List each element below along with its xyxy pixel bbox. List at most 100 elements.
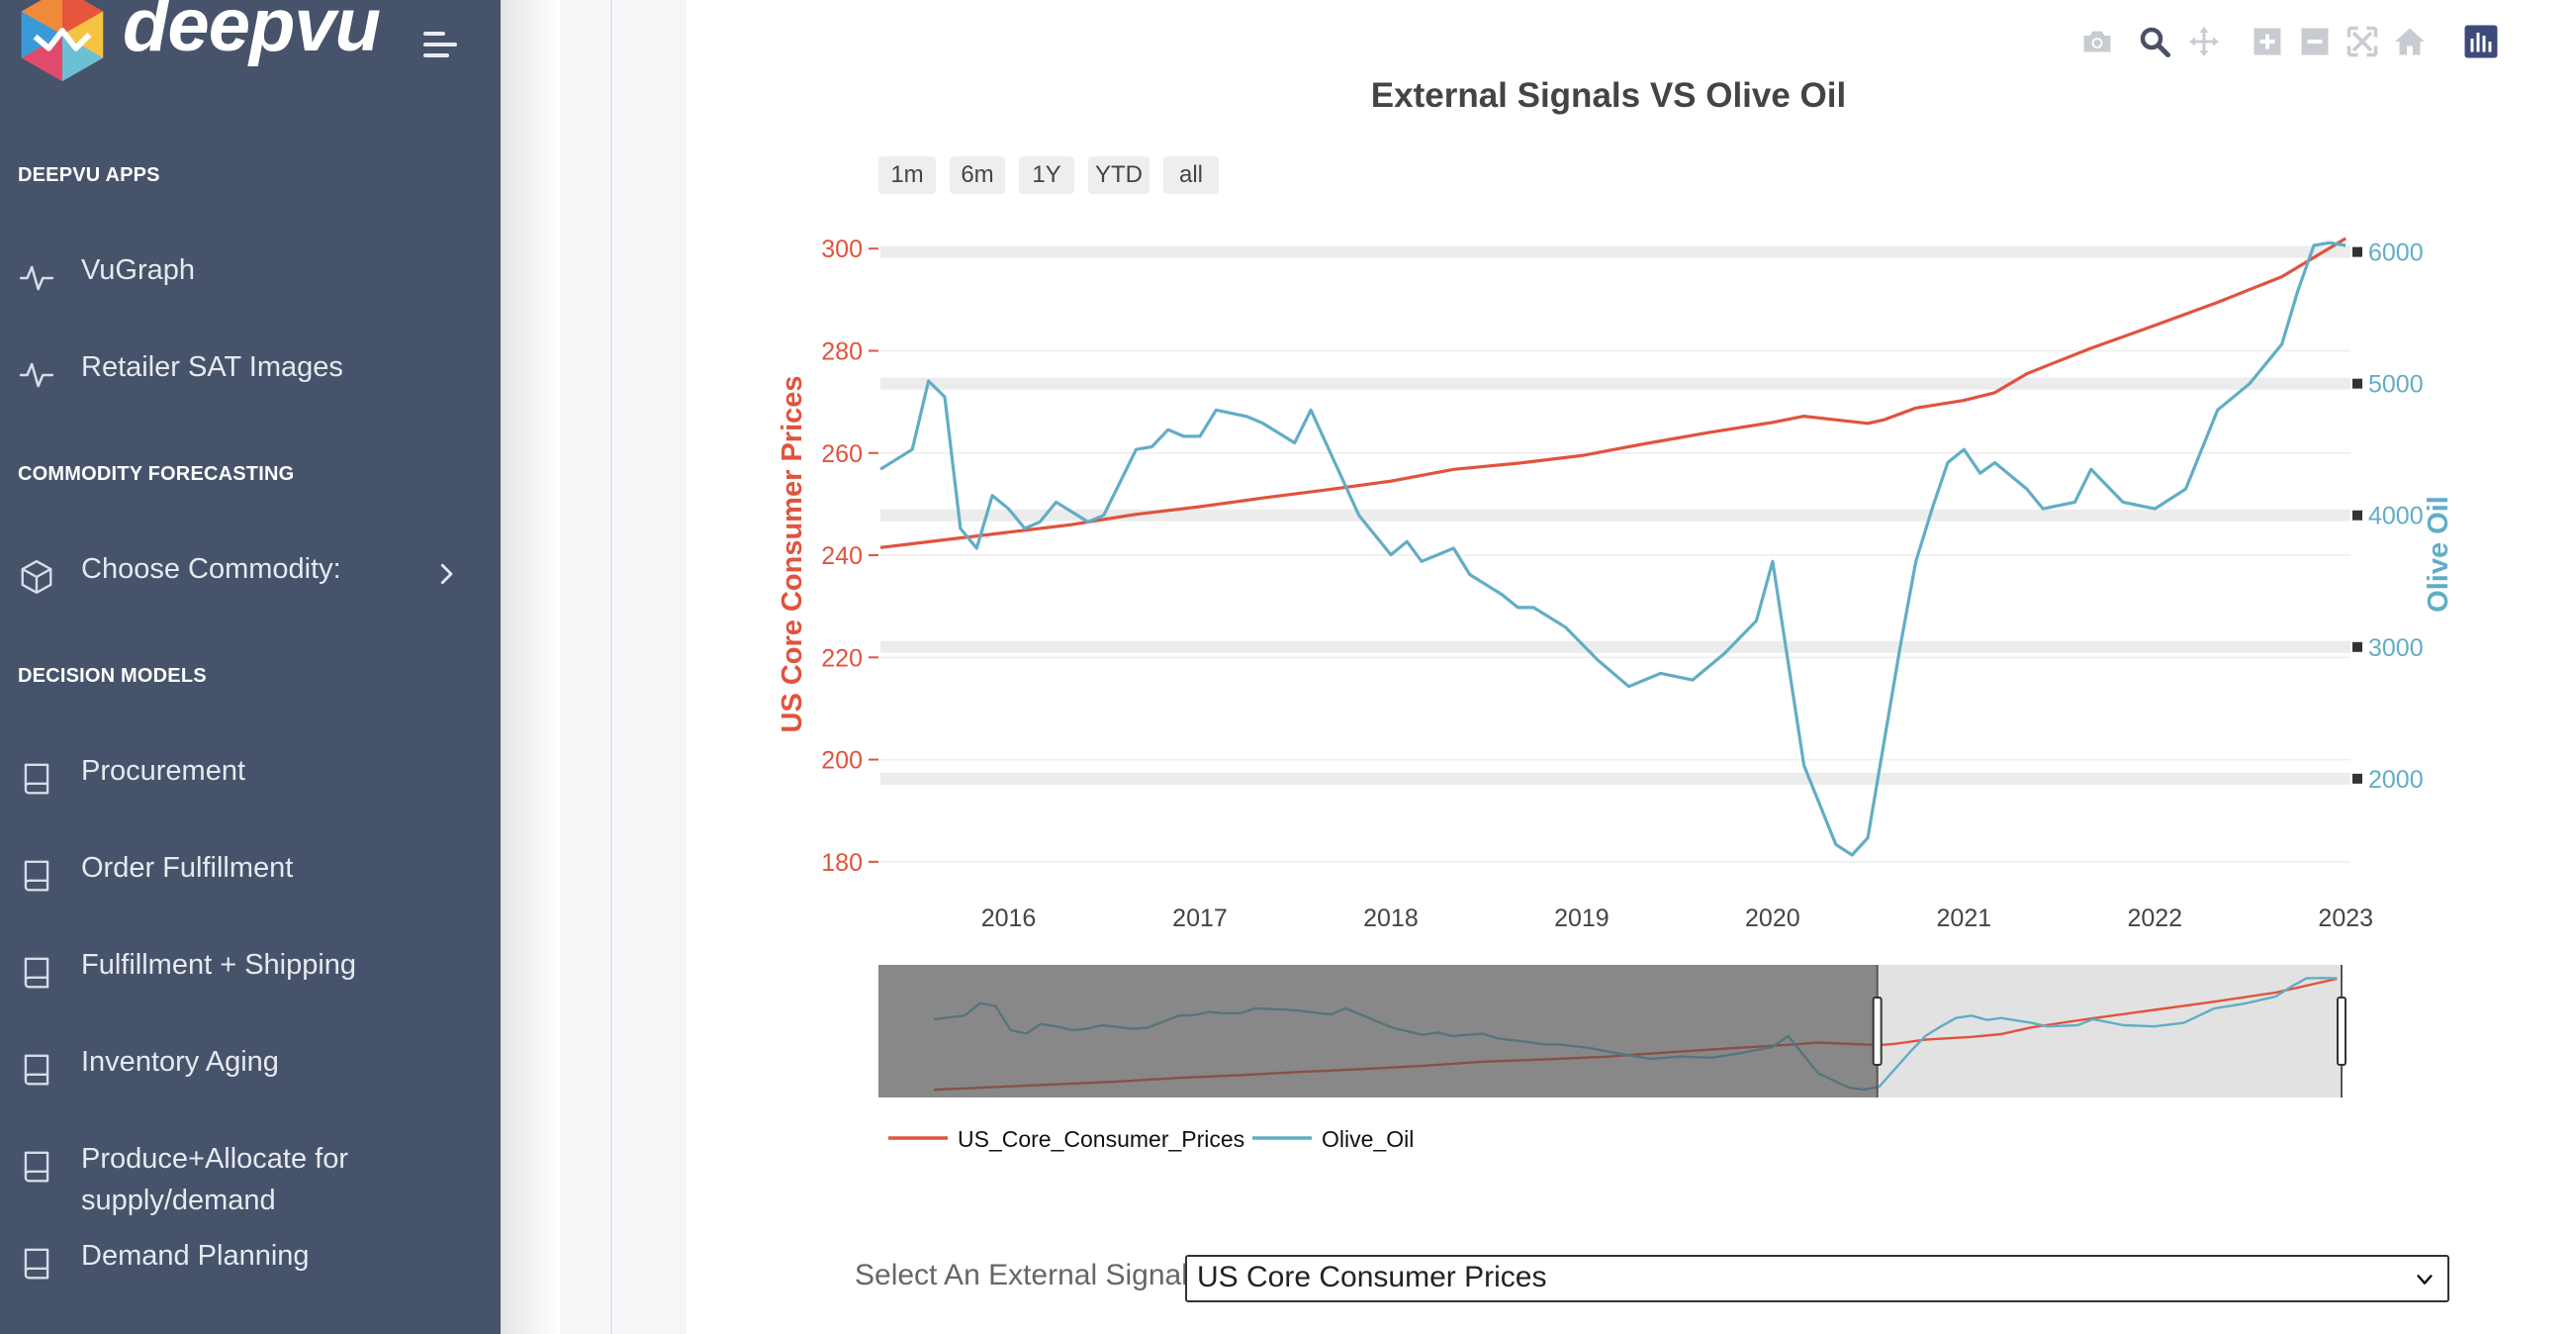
range-button-all[interactable]: all [1163, 156, 1219, 194]
sidebar-item-label: Produce+Allocate for supply/demand [81, 1143, 349, 1216]
right-tick-mark [2352, 641, 2362, 652]
gridband [880, 509, 2350, 522]
brand-name[interactable]: deepvu [123, 0, 381, 67]
legend: US_Core_Consumer_Prices Olive_Oil [888, 1126, 1414, 1152]
right-tick-mark [2352, 510, 2362, 521]
chevron-right-icon[interactable] [431, 559, 461, 589]
range-slider-handles[interactable] [1872, 965, 2346, 1097]
x-tick-label: 2017 [1172, 905, 1228, 932]
sidebar-item-label: Order Fulfillment [81, 852, 294, 884]
zoom-icon[interactable] [2137, 24, 2172, 59]
sidebar-item-retailer-sat-images[interactable]: Retailer SAT Images [0, 333, 501, 402]
book-icon [24, 1054, 49, 1086]
sidebar-item-label: Fulfillment + Shipping [81, 949, 357, 981]
right-tick-label: 6000 [2368, 239, 2424, 267]
sidebar-item-label: Retailer SAT Images [81, 351, 343, 383]
range-button-6m[interactable]: 6m [950, 156, 1005, 194]
book-icon [24, 763, 49, 795]
chevron-down-icon [2417, 1275, 2433, 1285]
external-signal-select[interactable]: US Core Consumer Prices [1185, 1255, 2449, 1302]
sidebar-item-produce-allocate[interactable]: Produce+Allocate for supply/demand [0, 1124, 501, 1219]
camera-icon[interactable] [2079, 24, 2115, 59]
frame-divider [610, 0, 612, 1334]
section-heading-decision-models: DECISION MODELS [18, 665, 207, 687]
section-heading-deepvu-apps: DEEPVU APPS [18, 164, 160, 186]
zoom-out-icon[interactable] [2297, 24, 2333, 59]
left-axis: 180 200 220 240 260 280 300 [821, 236, 878, 877]
range-slider-right-handle[interactable] [2337, 997, 2346, 1066]
sidebar-item-order-fulfillment[interactable]: Order Fulfillment [0, 833, 501, 903]
external-signal-label: Select An External Signal: [855, 1259, 1197, 1291]
right-axis: 2000 3000 4000 5000 6000 [2352, 239, 2424, 794]
reset-axes-icon[interactable] [2392, 24, 2428, 59]
right-tick-mark [2352, 378, 2362, 389]
sidebar: deepvu DEEPVU APPS VuGraph Retailer SAT … [0, 0, 501, 1334]
range-button-1m[interactable]: 1m [878, 156, 936, 194]
left-tick-label: 260 [821, 440, 863, 468]
left-tick-label: 200 [821, 747, 863, 775]
left-tick-label: 280 [821, 338, 863, 366]
x-tick-label: 2016 [981, 905, 1037, 932]
right-tick-mark [2352, 773, 2362, 784]
sidebar-item-choose-commodity[interactable]: Choose Commodity: [0, 534, 501, 604]
autoscale-icon[interactable] [2345, 24, 2380, 59]
x-axis: 2016 2017 2018 2019 2020 2021 2022 2023 [981, 905, 2373, 932]
sidebar-shadow [501, 0, 560, 1334]
sidebar-item-inventory-aging[interactable]: Inventory Aging [0, 1027, 501, 1096]
sidebar-item-label: Demand Planning [81, 1240, 310, 1272]
left-tick-label: 180 [821, 849, 863, 877]
book-icon [24, 1151, 49, 1183]
gridband [880, 377, 2350, 390]
sidebar-item-procurement[interactable]: Procurement [0, 736, 501, 806]
x-tick-label: 2023 [2318, 905, 2373, 932]
legend-label[interactable]: US_Core_Consumer_Prices [958, 1126, 1244, 1152]
right-tick-label: 2000 [2368, 766, 2424, 794]
external-signal-value: US Core Consumer Prices [1197, 1261, 1547, 1293]
right-tick-label: 4000 [2368, 503, 2424, 530]
range-slider-unselected-mask[interactable] [878, 965, 1878, 1097]
series-line-us-core-consumer-prices [879, 237, 2347, 549]
zoom-in-icon[interactable] [2250, 24, 2285, 59]
main-plot-series [879, 237, 2347, 857]
range-slider[interactable] [878, 965, 2346, 1097]
right-tick-mark [2352, 246, 2362, 257]
x-tick-label: 2022 [2127, 905, 2182, 932]
legend-label[interactable]: Olive_Oil [1322, 1126, 1414, 1152]
series-line-olive-oil [879, 240, 2346, 857]
left-tick-label: 220 [821, 644, 863, 672]
sidebar-item-fulfillment-shipping[interactable]: Fulfillment + Shipping [0, 930, 501, 1000]
sidebar-item-demand-planning[interactable]: Demand Planning [0, 1221, 501, 1290]
sidebar-toggle-icon[interactable] [423, 30, 461, 59]
range-button-1y[interactable]: 1Y [1019, 156, 1074, 194]
pan-icon[interactable] [2186, 24, 2222, 59]
activity-icon [19, 362, 54, 388]
range-button-ytd[interactable]: YTD [1088, 156, 1150, 194]
right-tick-label: 3000 [2368, 634, 2424, 662]
gridband [880, 245, 2350, 258]
chart-card [687, 0, 2576, 1334]
right-axis-title: Olive Oil [2423, 496, 2454, 613]
gridband [880, 640, 2350, 653]
range-slider-left-handle[interactable] [1872, 997, 1883, 1066]
x-tick-label: 2021 [1937, 905, 1992, 932]
sidebar-item-vugraph[interactable]: VuGraph [0, 236, 501, 305]
deepvu-logo-icon[interactable] [14, 0, 111, 83]
gridband [880, 772, 2350, 785]
x-tick-label: 2018 [1363, 905, 1419, 932]
left-tick-label: 240 [821, 542, 863, 570]
chart-title: External Signals VS Olive Oil [1371, 76, 1846, 115]
plotly-logo-icon[interactable] [2463, 24, 2499, 59]
left-axis-gridlines [880, 247, 2350, 863]
book-icon [24, 860, 49, 892]
book-icon [24, 957, 49, 989]
left-axis-title: US Core Consumer Prices [777, 375, 808, 732]
x-tick-label: 2020 [1745, 905, 1800, 932]
cube-icon [21, 559, 52, 595]
section-heading-commodity-forecasting: COMMODITY FORECASTING [18, 463, 295, 485]
sidebar-item-label: Inventory Aging [81, 1046, 279, 1078]
sidebar-item-label: VuGraph [81, 254, 195, 286]
sidebar-item-label: Procurement [81, 755, 246, 787]
activity-icon [19, 265, 54, 291]
x-tick-label: 2019 [1554, 905, 1610, 932]
